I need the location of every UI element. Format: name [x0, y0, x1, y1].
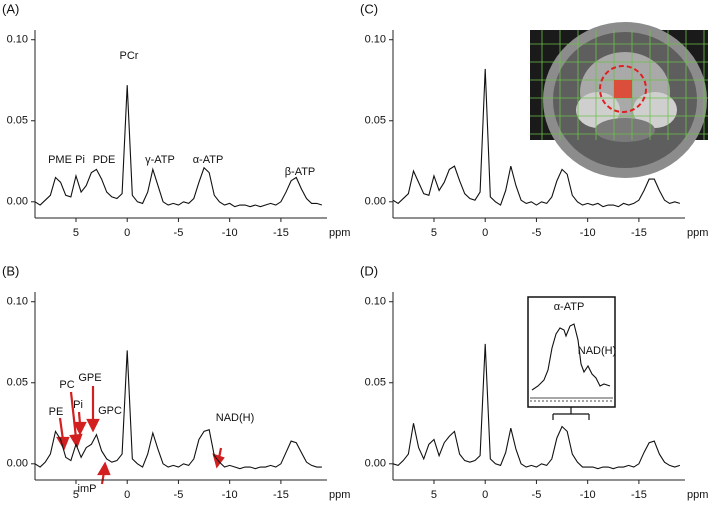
- panel-label: (C): [360, 1, 378, 16]
- x-tick-label: -15: [273, 489, 289, 501]
- x-tick-label: 5: [431, 227, 437, 239]
- annotation: imP: [78, 483, 97, 495]
- spectrum-line: [392, 343, 681, 470]
- x-tick-label: -15: [631, 489, 647, 501]
- panel-c: (C) 0.00 0.05 0.10 5 0 -5 -10 -15 ppm: [360, 1, 708, 238]
- annotation: Pi: [73, 399, 83, 411]
- x-tick-label: -10: [580, 489, 596, 501]
- x-tick-label: -10: [222, 489, 238, 501]
- y-tick-label: 0.00: [7, 458, 28, 470]
- x-tick-label: -10: [222, 227, 238, 239]
- x-tick-label: -15: [631, 227, 647, 239]
- spectrum-line: [34, 85, 323, 208]
- x-tick-label: -5: [174, 489, 184, 501]
- y-tick-label: 0.00: [365, 458, 386, 470]
- annotation: β-ATP: [285, 166, 316, 178]
- annotation: γ-ATP: [145, 154, 175, 166]
- panel-b: (B) 0.00 0.05 0.10 5 0 -5 -10 -15 ppm PE PC Pi GPE GPC…: [2, 263, 350, 500]
- annotation: Pi: [75, 154, 85, 166]
- x-axis-label: ppm: [329, 227, 350, 239]
- x-tick-label: 0: [482, 227, 488, 239]
- x-tick-label: -5: [532, 227, 542, 239]
- panel-a: (A) 0.00 0.05 0.10 5 0 -5 -10 -15 ppm PCr PME Pi PDE γ…: [2, 1, 350, 238]
- annotation: PC: [59, 379, 74, 391]
- annotation: GPC: [98, 405, 122, 417]
- x-tick-label: -5: [532, 489, 542, 501]
- panel-label: (A): [2, 1, 19, 16]
- annotation: GPE: [78, 372, 101, 384]
- x-tick-label: 5: [73, 489, 79, 501]
- x-tick-label: 0: [124, 489, 130, 501]
- x-tick-label: 5: [431, 489, 437, 501]
- zoom-inset: [527, 296, 616, 420]
- annotation: PME: [48, 154, 72, 166]
- x-tick-label: 5: [73, 227, 79, 239]
- x-tick-label: -15: [273, 227, 289, 239]
- y-tick-label: 0.05: [365, 377, 386, 389]
- y-tick-label: 0.10: [365, 296, 386, 308]
- annotation: α-ATP: [193, 154, 224, 166]
- y-tick-label: 0.00: [365, 196, 386, 208]
- y-tick-label: 0.00: [7, 196, 28, 208]
- x-tick-label: -10: [580, 227, 596, 239]
- y-tick-label: 0.05: [365, 115, 386, 127]
- annotation: α-ATP: [554, 301, 585, 313]
- x-axis-label: ppm: [687, 227, 708, 239]
- arrows: [56, 386, 225, 485]
- annotation: PDE: [93, 154, 116, 166]
- panel-label: (D): [360, 263, 378, 278]
- panel-label: (B): [2, 263, 19, 278]
- spectrum-line: [392, 68, 681, 208]
- annotation: NAD(H): [578, 345, 617, 357]
- mri-inset: [530, 22, 708, 178]
- y-tick-label: 0.10: [365, 34, 386, 46]
- y-tick-label: 0.10: [7, 34, 28, 46]
- x-tick-label: 0: [124, 227, 130, 239]
- y-tick-label: 0.05: [7, 115, 28, 127]
- annotation: PE: [49, 406, 64, 418]
- x-tick-label: 0: [482, 489, 488, 501]
- annotation: NAD(H): [216, 412, 255, 424]
- annotation: PCr: [120, 50, 139, 62]
- x-axis-label: ppm: [687, 489, 708, 501]
- x-tick-label: -5: [174, 227, 184, 239]
- x-axis-label: ppm: [329, 489, 350, 501]
- y-tick-label: 0.10: [7, 296, 28, 308]
- panel-d: (D) 0.00 0.05 0.10 5 0 -5 -10 -15 ppm α-ATP NAD(H): [360, 263, 708, 500]
- spectrum-line: [34, 350, 322, 470]
- y-tick-label: 0.05: [7, 377, 28, 389]
